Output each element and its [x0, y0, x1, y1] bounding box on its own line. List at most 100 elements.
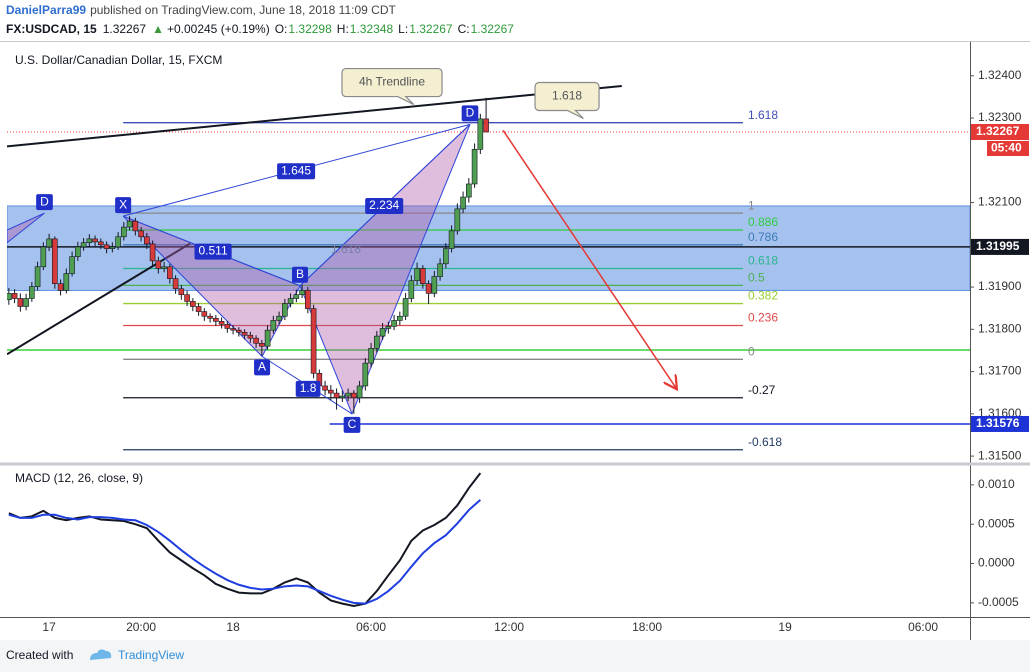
y-tick-label: 1.31800 [978, 321, 1022, 335]
pattern-point-label-box [292, 266, 309, 283]
candle-body [161, 266, 167, 269]
candle-body [322, 385, 328, 391]
candle-body [218, 320, 225, 325]
ratio-label: 2.234 [369, 198, 399, 212]
candle-body [34, 266, 41, 287]
y-tick-label: 1.32100 [978, 195, 1022, 209]
candle-body [75, 246, 81, 257]
pattern-point-label: C [348, 417, 357, 431]
fib-label: 0 [748, 344, 755, 358]
ratio-label-box [365, 197, 404, 214]
candle-body [115, 236, 121, 248]
pattern-point-label: B [296, 267, 304, 281]
author[interactable]: DanielParra99 [6, 3, 86, 17]
macd-title: MACD (12, 26, close, 9) [15, 471, 143, 485]
candle-body [287, 298, 294, 304]
pattern-point-label-box [115, 197, 132, 214]
forecast-arrow [502, 129, 676, 388]
candle-body [190, 301, 196, 307]
fib-label: -0.27 [748, 383, 776, 397]
price-marker-box [971, 124, 1029, 140]
candle-body [23, 298, 29, 307]
candle-body [178, 288, 185, 295]
ratio-label-box [277, 163, 316, 180]
pattern-point-label: D [466, 106, 475, 120]
price-marker-label: 1.32267 [976, 124, 1020, 138]
candle-body [224, 323, 231, 329]
candle-body [17, 298, 24, 307]
y-tick-label: 0.0005 [978, 516, 1015, 530]
change-arrow: ▲ [152, 22, 164, 36]
y-tick-label: 0.0010 [978, 477, 1015, 491]
candle-body [328, 389, 334, 394]
candle-body [351, 392, 357, 399]
candle-body [172, 278, 179, 290]
candle-body [454, 208, 461, 232]
candle-body [443, 248, 449, 265]
candle-body [293, 294, 300, 299]
candle-body [98, 241, 104, 246]
callout-bubble [534, 81, 600, 120]
x-tick-label: 06:00 [356, 620, 386, 634]
candle-body [282, 303, 288, 317]
ratio-label: 1.8 [300, 381, 317, 395]
countdown-box [987, 141, 1029, 156]
y-tick-label: 1.32400 [978, 68, 1022, 82]
candle-body [448, 230, 455, 249]
fib-label: 1.618 [748, 108, 778, 122]
candle-body [471, 149, 478, 185]
y-tick-label: 1.31700 [978, 364, 1022, 378]
candle-body [57, 283, 64, 291]
candle-body [213, 318, 219, 322]
fib-label: 0.618 [748, 254, 778, 268]
x-tick-label: 19 [778, 620, 792, 634]
callout-text: 4h Trendline [359, 75, 425, 89]
pattern-triangle [7, 212, 45, 244]
footer-bar [0, 640, 1030, 672]
callout-bubble [341, 67, 443, 106]
fib-label: -0.618 [748, 435, 782, 449]
price-marker-label: 1.31576 [976, 416, 1020, 430]
candle-body [356, 385, 363, 399]
ratio-label: 1.645 [281, 163, 311, 177]
candle-body [477, 118, 484, 150]
fib-label: 1 [748, 198, 755, 212]
overlay: 1.315001.316001.317001.318001.319001.321… [42, 68, 1029, 634]
candle-body [264, 329, 271, 347]
published: published on TradingView.com, June 18, 2… [90, 3, 396, 17]
pattern-point-label: D [40, 194, 49, 208]
ohlc-label: C: [458, 22, 470, 36]
candle-body [402, 298, 409, 317]
change: +0.00245 (+0.19%) [167, 22, 270, 36]
x-tick-label: 18:00 [632, 620, 662, 634]
candle-body [63, 273, 70, 291]
x-tick-label: 06:00 [908, 620, 938, 634]
candle-body [52, 238, 58, 284]
logo-icon[interactable] [90, 649, 112, 660]
candle-body [121, 226, 127, 238]
candle-body [80, 242, 87, 248]
tradingview-logo[interactable]: TradingView [90, 648, 184, 662]
candle-body [109, 246, 116, 249]
x-tick-label: 20:00 [126, 620, 156, 634]
ratio-label: 0.511 [199, 244, 228, 258]
candle-body [7, 293, 12, 301]
candle-body [230, 328, 236, 331]
ohlc-value: 1.32267 [471, 22, 515, 36]
main-title: U.S. Dollar/Canadian Dollar, 15, FXCM [15, 53, 222, 67]
candle-body [299, 290, 305, 295]
pattern-point-label-box [36, 194, 53, 211]
footer-brand[interactable]: TradingView [118, 648, 184, 662]
candle-body [259, 342, 265, 347]
pattern-point-label-box [343, 416, 361, 433]
candle-body [276, 315, 282, 321]
candle-body [144, 236, 150, 245]
pattern-point-label: X [119, 197, 127, 211]
candle-body [247, 334, 254, 339]
ohlc-value: 1.32298 [288, 22, 332, 36]
x-tick-label: 17 [42, 620, 56, 634]
candle-body [29, 286, 35, 299]
y-tick-label: -0.0005 [978, 595, 1019, 609]
